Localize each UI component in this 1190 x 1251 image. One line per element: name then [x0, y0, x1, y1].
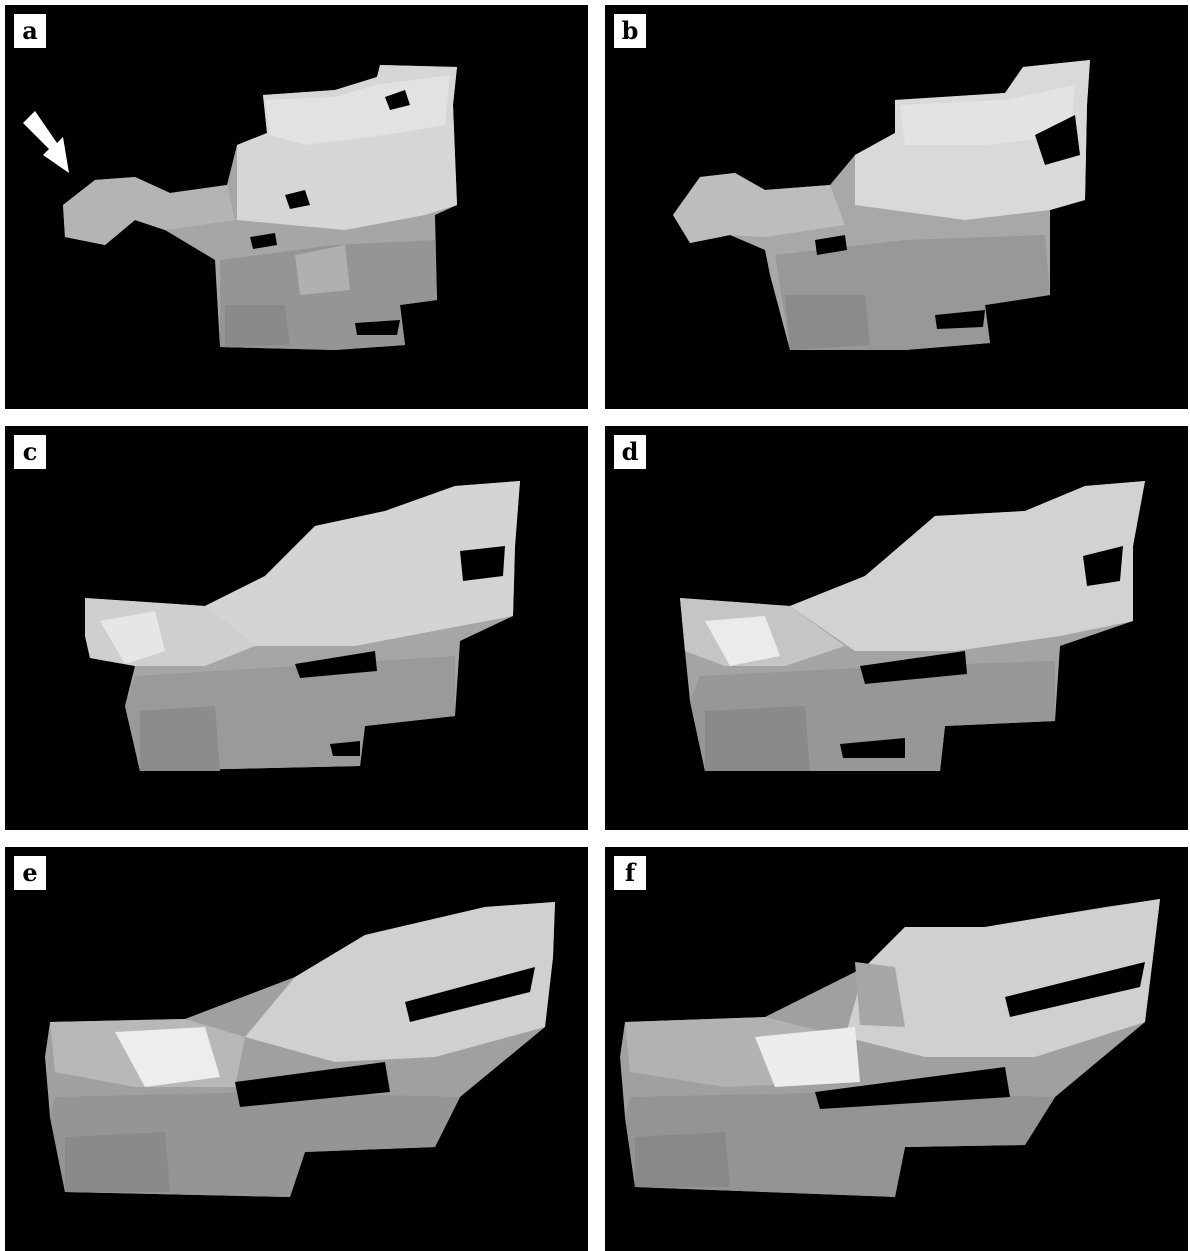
panel-a: a	[5, 5, 588, 409]
depth-map-image-f	[620, 899, 1160, 1197]
panel-label-c: c	[13, 434, 47, 470]
panel-d: d	[605, 426, 1188, 830]
depth-map-image-e	[45, 902, 555, 1197]
depth-map-image-c	[85, 481, 520, 771]
arrow-pointer-icon	[23, 111, 69, 173]
panel-label-b: b	[613, 13, 647, 49]
panel-e: e	[5, 847, 588, 1251]
panel-label-f: f	[613, 855, 647, 891]
panel-f: f	[605, 847, 1188, 1251]
depth-map-image-d	[680, 481, 1145, 771]
panel-label-d: d	[613, 434, 647, 470]
depth-map-image-a	[23, 65, 457, 350]
panel-label-a: a	[13, 13, 47, 49]
panel-c: c	[5, 426, 588, 830]
panel-label-e: e	[13, 855, 47, 891]
panel-b: b	[605, 5, 1188, 409]
depth-map-image-b	[673, 60, 1090, 350]
